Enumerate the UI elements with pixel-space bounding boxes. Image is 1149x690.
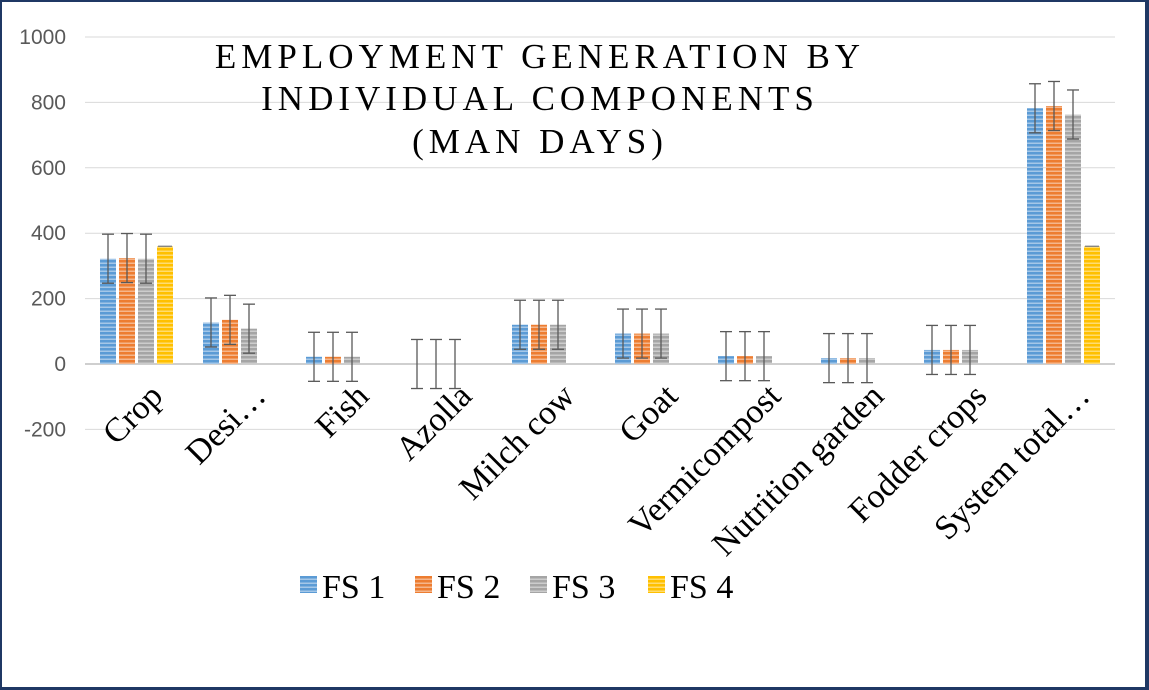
error-bar [758,330,770,382]
legend-label: FS 1 [322,569,385,606]
legend-label: FS 3 [552,569,615,606]
legend-swatch [300,576,317,593]
legend-swatch [530,576,547,593]
legend-item-fs3: FS 3 [530,569,615,606]
error-bar [205,297,217,348]
error-bar [346,331,358,382]
error-bar [430,338,442,390]
error-bar [121,232,133,284]
error-bar [411,338,423,390]
error-bar [1029,83,1041,134]
y-tick-label: 800 [31,91,66,114]
bar-fs1-9 [1027,108,1043,364]
error-bar [926,324,938,376]
x-category-label: Azolla [389,377,479,467]
error-bar [720,330,732,382]
error-bar [224,294,236,346]
bar-fs2-0 [119,258,135,364]
legend-swatch [415,576,432,593]
bar-fs4-0 [157,246,173,364]
y-tick-label: 600 [31,157,66,180]
bar-series [100,105,1100,365]
error-bar [861,332,873,384]
y-tick-label: 0 [54,353,66,376]
error-bar [533,299,545,350]
y-tick-label: -200 [24,418,66,441]
legend-label: FS 2 [437,569,500,606]
error-bar [964,324,976,376]
chart-title-line-3: (MAN DAYS) [412,122,668,161]
bar-fs3-9 [1065,114,1081,365]
y-tick-label: 400 [31,222,66,245]
error-bar [655,308,667,359]
error-bar [327,331,339,382]
legend-item-fs2: FS 2 [415,569,500,606]
x-category-label: Desi… [179,377,273,471]
error-bar [842,332,854,384]
error-bar [243,303,255,354]
error-bar [552,299,564,350]
error-bar [140,233,152,284]
legend-item-fs4: FS 4 [648,569,733,606]
error-bar [617,308,629,359]
legend-swatch [648,576,665,593]
y-tick-label: 1000 [19,26,66,49]
error-bar [823,332,835,384]
y-tick-label: 200 [31,288,66,311]
x-category-label: Fish [309,377,377,445]
bar-fs2-9 [1046,105,1062,364]
legend-item-fs1: FS 1 [300,569,385,606]
error-bar [308,331,320,382]
error-bar [449,338,461,390]
chart-title-line-2: INDIVIDUAL COMPONENTS [261,79,819,118]
error-bar [636,308,648,359]
x-category-label: Crop [96,377,170,451]
y-axis-ticks: 1000 800 600 400 200 0 -200 [19,26,66,441]
error-bars [102,80,1099,390]
bar-fs1-0 [100,258,116,364]
legend: FS 1 FS 2 FS 3 FS 4 [300,569,733,606]
bar-fs4-9 [1084,246,1100,364]
error-bar [102,233,114,284]
error-bar [514,299,526,350]
error-bar [945,324,957,376]
error-bar [1048,80,1060,132]
x-category-label: Goat [612,377,685,450]
bar-fs3-0 [138,258,154,364]
error-bar [1067,89,1079,140]
chart-title-line-1: EMPLOYMENT GENERATION BY [215,37,865,76]
legend-label: FS 4 [670,569,733,606]
error-bar [739,330,751,382]
